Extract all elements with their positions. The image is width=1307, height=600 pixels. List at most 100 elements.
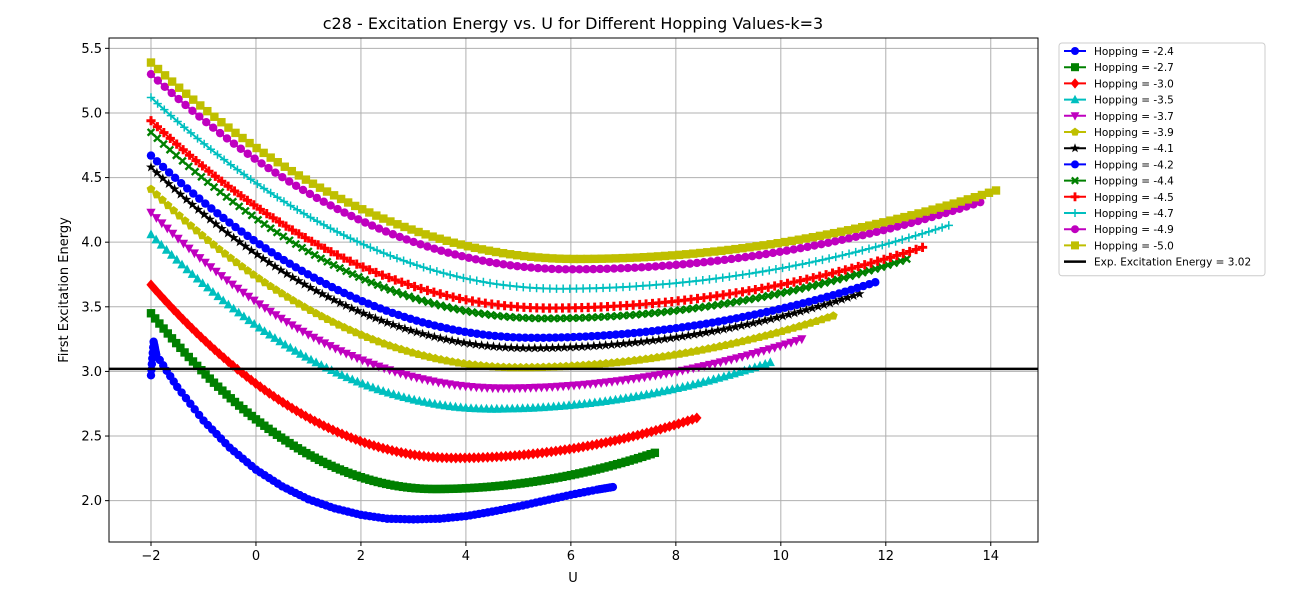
data-point (332, 426, 343, 438)
data-point (259, 184, 269, 193)
data-point (483, 451, 493, 463)
data-point (244, 315, 254, 325)
data-point (753, 348, 763, 358)
data-point (374, 224, 384, 233)
data-point (519, 449, 529, 461)
data-point (789, 277, 799, 287)
data-point (538, 303, 548, 313)
data-point (858, 246, 867, 255)
data-point (631, 310, 641, 319)
data-point (768, 248, 778, 258)
data-point (363, 380, 373, 390)
data-point (595, 264, 605, 274)
y-tick-label: 2.0 (81, 494, 102, 509)
data-point (650, 371, 660, 381)
data-point (775, 342, 785, 351)
data-point (533, 333, 542, 343)
data-point (217, 118, 226, 127)
data-point (748, 251, 757, 261)
data-point (461, 306, 471, 316)
data-point (565, 342, 576, 352)
data-point (423, 242, 432, 251)
data-point (587, 313, 597, 322)
data-point (893, 214, 902, 224)
data-point (430, 244, 439, 253)
data-point (210, 171, 220, 181)
data-point (171, 338, 181, 348)
data-point (316, 254, 326, 263)
data-point (871, 278, 880, 287)
data-point (430, 299, 439, 308)
data-point (605, 436, 615, 447)
data-point (890, 258, 899, 268)
data-point (587, 332, 596, 341)
data-point (785, 262, 794, 271)
data-point (180, 216, 190, 225)
data-point (802, 274, 812, 284)
data-point (183, 184, 192, 193)
data-point (533, 447, 543, 459)
data-point (647, 298, 658, 309)
data-point (181, 194, 192, 204)
legend-label: Hopping = -4.1 (1094, 143, 1174, 155)
data-point (476, 340, 487, 350)
data-point (308, 179, 318, 188)
data-point (796, 243, 805, 253)
data-point (654, 298, 664, 308)
data-point (529, 342, 540, 353)
data-point (750, 285, 760, 295)
legend: Hopping = -2.4 Hopping = -2.7 Hopping = -3… (1058, 42, 1266, 277)
data-point (367, 278, 376, 287)
data-point (906, 218, 916, 228)
data-point (441, 334, 452, 344)
data-point (174, 83, 184, 92)
data-point (468, 307, 477, 317)
data-point (745, 269, 754, 278)
data-point (167, 77, 177, 86)
data-point (791, 261, 801, 270)
data-point (711, 274, 721, 283)
data-point (630, 337, 641, 347)
data-point (917, 229, 927, 238)
data-point (633, 429, 643, 441)
data-point (346, 432, 356, 444)
data-point (688, 304, 697, 313)
series-2 (146, 279, 702, 464)
data-point (642, 336, 652, 346)
data-point (184, 352, 193, 362)
data-point (146, 69, 156, 79)
data-point (458, 337, 469, 348)
data-point (748, 317, 759, 328)
data-point (944, 221, 953, 230)
data-point (252, 249, 263, 259)
data-point (842, 292, 853, 302)
data-point (644, 309, 653, 318)
data-point (803, 242, 812, 252)
data-point (623, 329, 633, 338)
y-tick-label: 4.5 (81, 171, 102, 186)
data-point (241, 206, 250, 216)
data-point (300, 233, 310, 243)
data-point (737, 287, 748, 297)
data-point (409, 237, 418, 247)
data-point (810, 241, 819, 250)
data-point (596, 437, 606, 449)
data-point (236, 191, 246, 201)
legend-entry: Hopping = -4.1 (1064, 143, 1174, 155)
data-point (578, 360, 588, 370)
data-point (660, 297, 670, 307)
data-point (417, 296, 426, 305)
data-point (175, 211, 184, 220)
data-point (639, 373, 650, 383)
data-point (429, 287, 439, 297)
legend-marker (1071, 63, 1079, 72)
data-point (352, 376, 363, 386)
data-point (568, 265, 577, 274)
data-point (209, 240, 218, 249)
data-point (479, 277, 488, 287)
data-point (506, 261, 515, 270)
data-point (551, 445, 561, 457)
data-point (361, 218, 370, 227)
data-point (555, 254, 564, 263)
data-point (520, 251, 529, 261)
